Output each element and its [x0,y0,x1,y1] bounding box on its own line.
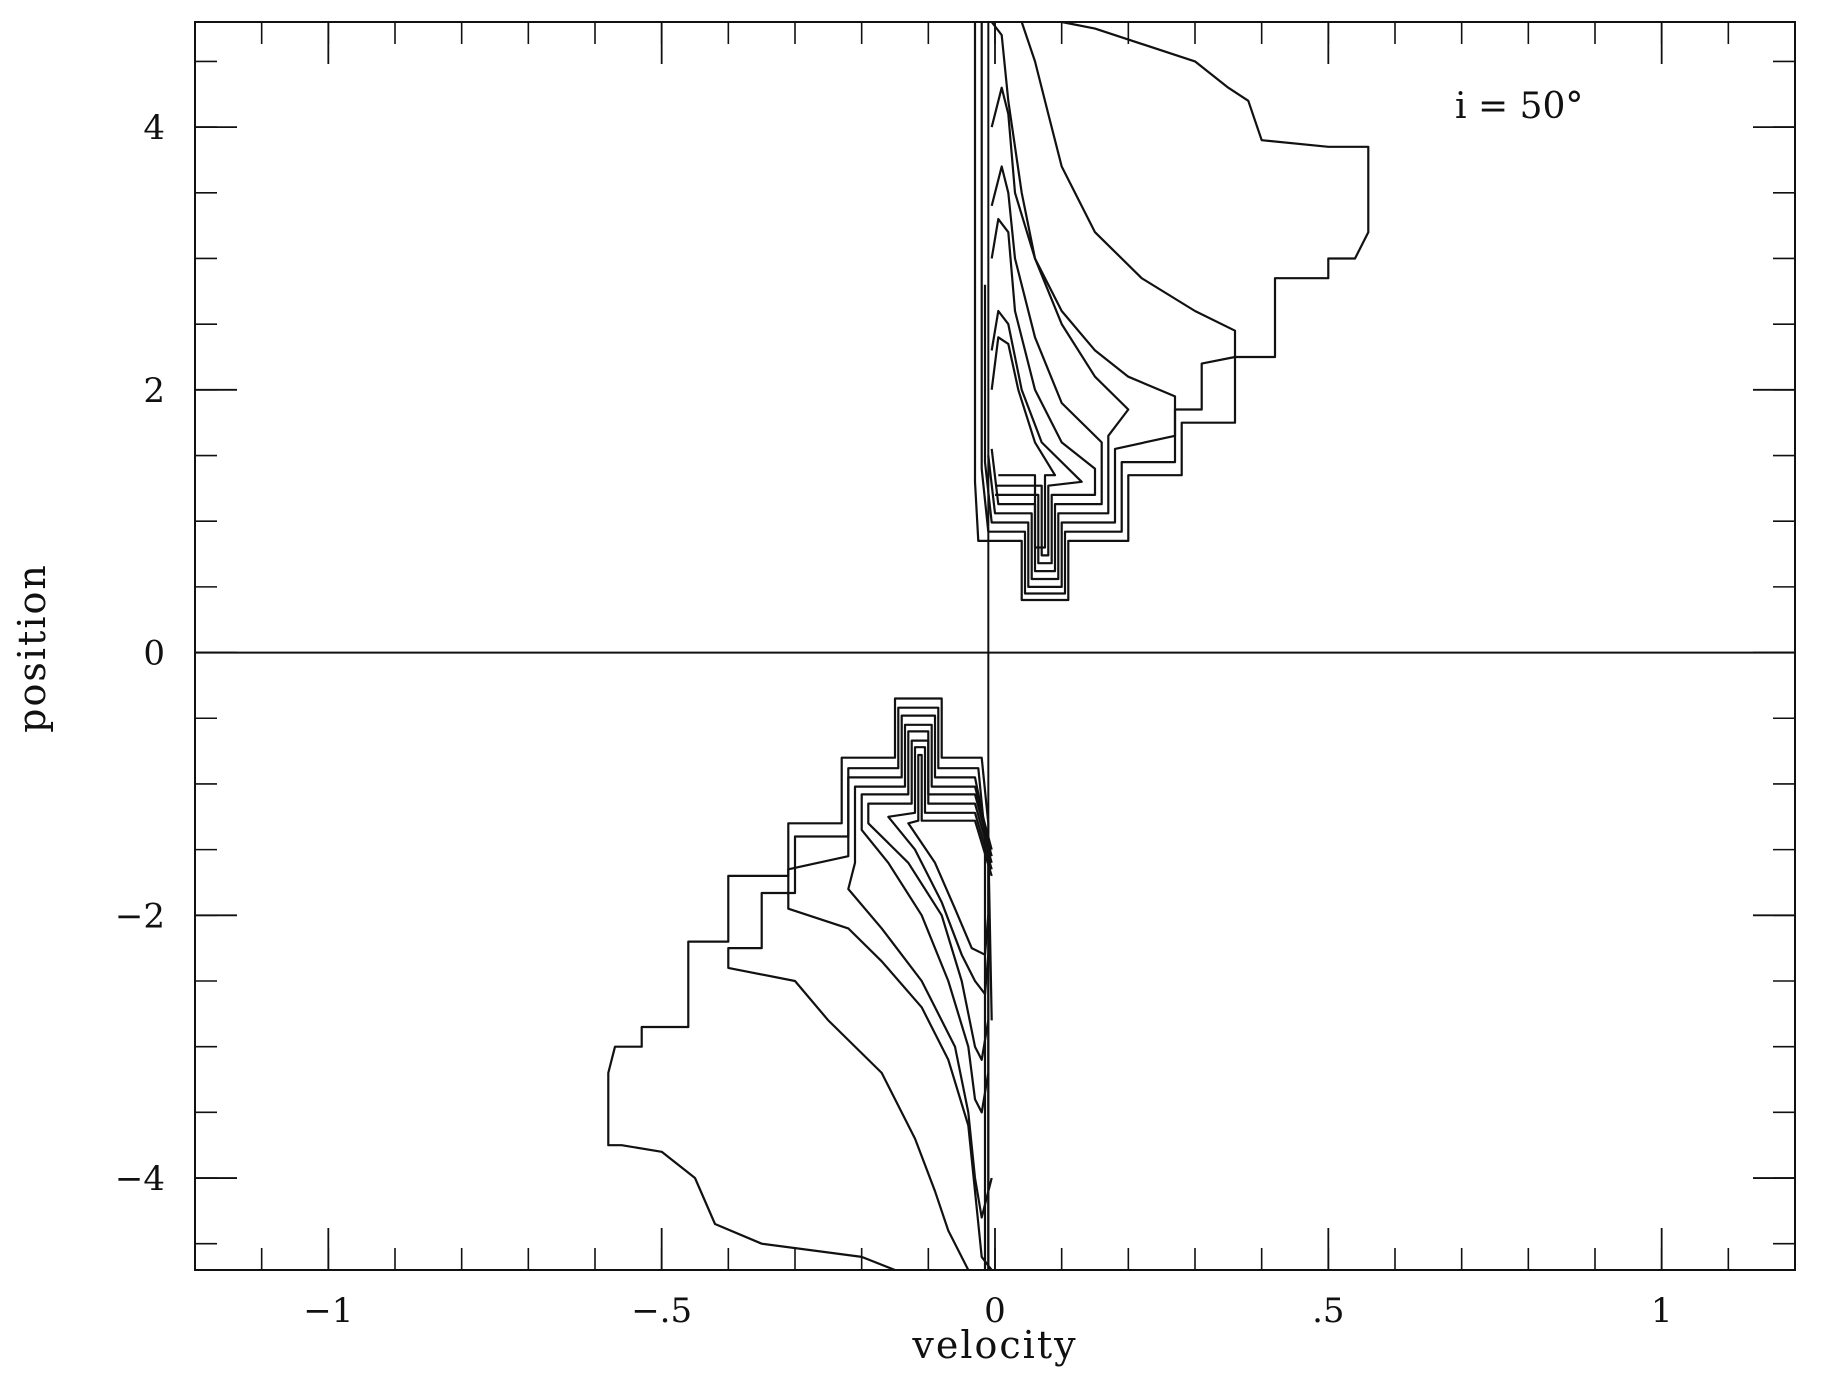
y-tick-label: −2 [115,896,165,936]
plot-frame [194,21,1796,1271]
contour-line [983,21,1177,588]
x-tick-label: −.5 [631,1291,692,1331]
contour-line [847,723,993,1219]
contour-line [990,336,1057,549]
x-tick-labels: −1 −.5 0 .5 1 [303,1291,1672,1331]
contour-line [860,730,993,1114]
contour-line [607,697,990,1272]
x-tick-label: 0 [984,1291,1006,1331]
y-tick-labels: −4 −2 0 2 4 [115,108,165,1199]
y-axis-label: position [10,563,54,733]
contour-line [787,714,993,1271]
contour-line [990,309,1083,557]
x-axis-label: velocity [911,1323,1077,1367]
contour-line [990,165,1103,573]
contour-line [907,753,993,956]
contour-line [990,218,1097,565]
y-tick-label: 2 [143,371,165,411]
x-tick-label: −1 [303,1291,353,1331]
y-tick-label: −4 [115,1159,165,1199]
y-tick-label: 0 [143,634,165,674]
major-ticks [195,22,1795,1270]
x-tick-label: .5 [1312,1291,1344,1331]
contour-line [887,746,993,996]
contour-lines [607,20,1370,1272]
reference-lines [195,22,1795,1270]
minor-ticks [195,22,1795,1270]
y-tick-label: 4 [143,108,165,148]
contour-line [727,706,987,1271]
x-tick-label: 1 [1651,1291,1673,1331]
inclination-annotation: i = 50° [1455,86,1583,127]
contour-line [867,739,993,1061]
contour-line [987,86,1130,581]
